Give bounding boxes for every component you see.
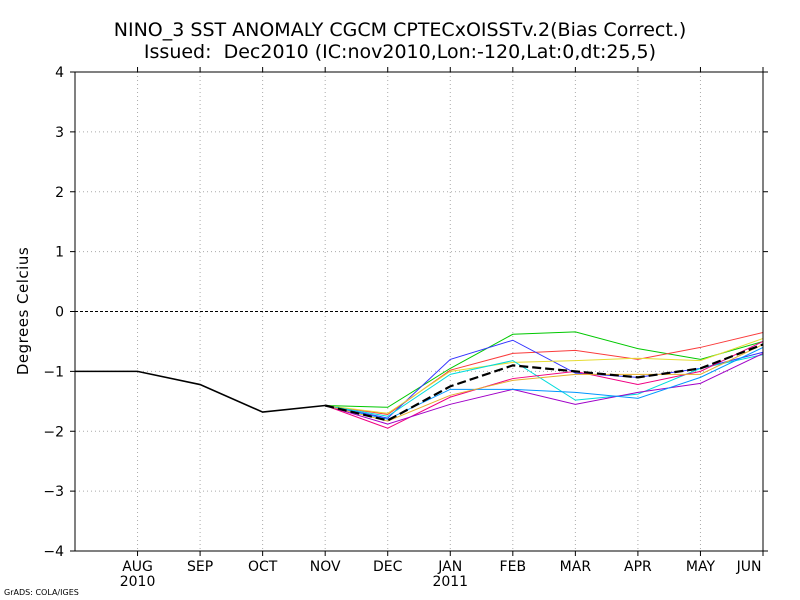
axes: −4 −3 −2 −1 0 1 2 3 4 AUG SEP OCT NOV DEC JAN FEB MAR APR…	[43, 65, 768, 590]
y-tick-label: 2	[55, 185, 64, 201]
y-tick-label: −3	[43, 484, 64, 500]
x-tick-label: FEB	[500, 559, 527, 575]
member-line-4	[325, 337, 764, 414]
y-tick-label: 1	[55, 245, 64, 261]
member-line-8	[325, 346, 764, 420]
chart-title: NINO_3 SST ANOMALY CGCM CPTECxOISSTv.2(B…	[113, 19, 687, 41]
y-tick-label: −2	[43, 424, 64, 440]
x-tick-label: JUN	[736, 559, 762, 575]
member-line-9	[325, 343, 764, 422]
x-year-label: 2010	[120, 574, 156, 590]
y-tick-label: −4	[43, 544, 64, 560]
x-year-label: 2011	[432, 574, 468, 590]
x-tick-label: OCT	[248, 559, 278, 575]
y-tick-label: 3	[55, 125, 64, 141]
x-tick-label: AUG	[122, 559, 153, 575]
x-tick-label: NOV	[310, 559, 341, 575]
x-tick-label: MAR	[560, 559, 592, 575]
y-tick-label: −1	[43, 364, 64, 380]
member-line-5	[325, 354, 764, 417]
y-tick-label: 4	[55, 65, 64, 81]
x-tick-label: MAY	[686, 559, 716, 575]
y-tick-label: 0	[55, 305, 64, 321]
member-line-1	[325, 331, 764, 408]
member-line-2	[325, 331, 764, 416]
x-tick-label: DEC	[373, 559, 403, 575]
chart-subtitle: Issued: Dec2010 (IC:nov2010,Lon:-120,Lat…	[143, 41, 657, 63]
y-axis-label: Degrees Celcius	[14, 246, 32, 376]
x-tick-label: SEP	[187, 559, 213, 575]
x-tick-label: JAN	[437, 559, 462, 575]
series	[75, 331, 764, 429]
grid	[75, 72, 763, 551]
x-tick-label: APR	[624, 559, 652, 575]
plot-frame	[74, 71, 764, 552]
ensemble-mean-line	[324, 343, 764, 422]
member-line-7	[325, 352, 764, 425]
member-line-6	[325, 340, 764, 429]
grads-footer: GrADS: COLA/IGES	[4, 588, 79, 597]
observed-line	[75, 370, 326, 413]
